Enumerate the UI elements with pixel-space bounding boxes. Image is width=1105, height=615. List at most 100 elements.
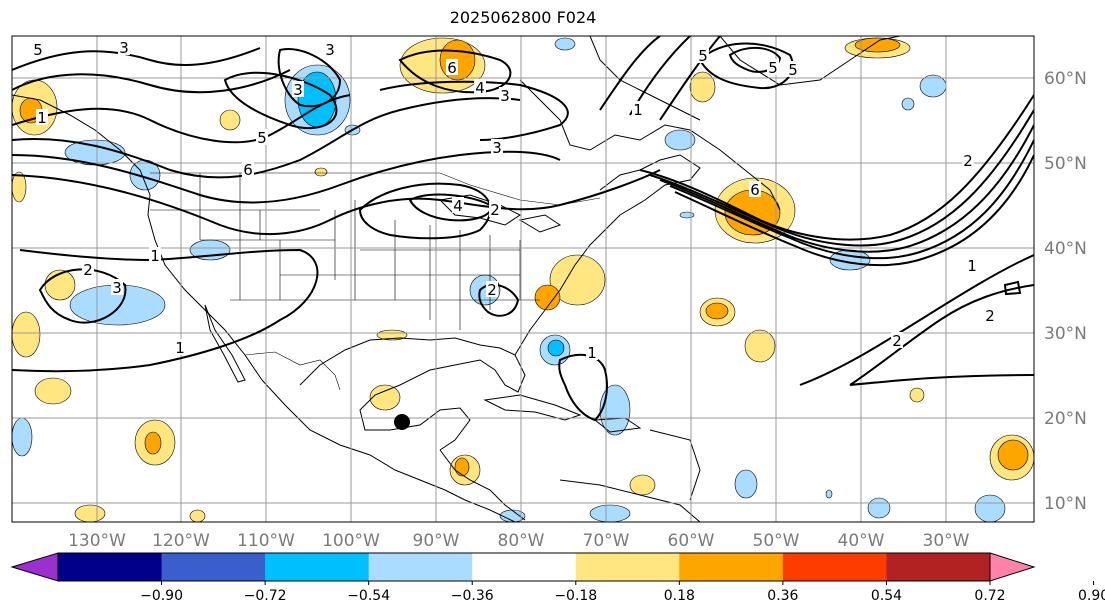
coastlines (12, 36, 901, 522)
colorbar-tick-label: −0.36 (451, 588, 494, 604)
anomaly-region (454, 457, 470, 477)
anomaly-region (74, 504, 106, 522)
contour-label-bg (962, 152, 974, 168)
longitude-label: 40°W (838, 531, 885, 551)
colorbar-segment (161, 553, 266, 581)
contour-label: 6 (243, 161, 253, 179)
contour-label: 3 (500, 87, 510, 105)
longitude-label: 60°W (668, 531, 715, 551)
anomaly-region (825, 489, 833, 499)
contour-label: 4 (475, 79, 485, 97)
longitude-label: 110°W (237, 531, 295, 551)
contour-label-bg (489, 201, 501, 217)
contour-label-bg (984, 307, 996, 323)
anomaly-region (34, 377, 72, 405)
contour-label-bg (149, 247, 161, 263)
contour-label-bg (499, 87, 511, 103)
contour-label-bg (891, 332, 903, 348)
longitude-label: 90°W (413, 531, 460, 551)
contour-label: 2 (490, 201, 500, 219)
colorbar-tick-label: −0.72 (244, 588, 287, 604)
contour-label-bg (82, 261, 94, 277)
gridlines (12, 36, 1034, 522)
map-background (12, 36, 1034, 522)
anomaly-region (629, 474, 656, 496)
anomaly-region (219, 109, 241, 131)
storm-center-marker (394, 414, 410, 430)
longitude-label: 50°W (753, 531, 800, 551)
contour-label-bg (242, 161, 254, 177)
longitude-label: 130°W (68, 531, 126, 551)
colorbar-tick-label: −0.90 (140, 588, 183, 604)
contour-label-bg (586, 344, 598, 360)
longitude-label: 70°W (583, 531, 630, 551)
contour-label-bg (452, 197, 464, 213)
anomaly-region (867, 497, 891, 519)
contour-label: 1 (633, 101, 643, 119)
contour-label: 3 (119, 39, 129, 57)
contour-label: 5 (33, 41, 43, 59)
latitude-label: 20°N (1044, 409, 1087, 429)
contour-label-bg (292, 81, 304, 97)
contour-label-bg (632, 101, 644, 117)
colorbar-tick-label: 0.36 (767, 588, 798, 604)
contour-label-bg (966, 257, 978, 273)
colorbar-segment (368, 553, 473, 581)
anomaly-region (12, 311, 41, 358)
anomaly-region (974, 494, 1006, 522)
contour-label: 4 (453, 197, 463, 215)
contour-label-bg (767, 59, 779, 75)
colorbar-extend-low (10, 552, 59, 582)
colorbar-segment (58, 553, 163, 581)
anomaly-region (369, 384, 401, 411)
anomaly-region (554, 37, 576, 51)
contour-label: 5 (257, 129, 267, 147)
figure-title: 2025062800 F024 (449, 8, 597, 27)
contour-label: 2 (963, 152, 973, 170)
colorbar-segment (679, 553, 784, 581)
latitude-label: 40°N (1044, 239, 1087, 259)
contour-label-bg (324, 41, 336, 57)
colorbar (10, 552, 1036, 582)
anomaly-region (12, 417, 33, 457)
colorbar-tick-labels: −0.90 −0.72 −0.54 −0.36 −0.18 0.18 0.36 0.54 0.7… (140, 581, 1105, 604)
contour-label-bg (749, 181, 761, 197)
anomaly-region (854, 37, 901, 53)
longitude-label: 30°W (923, 531, 970, 551)
colorbar-tick-label: 0.54 (871, 588, 902, 604)
colorbar-tick-label: 0.72 (974, 588, 1005, 604)
contour-label: 2 (985, 307, 995, 325)
contour-label: 2 (892, 332, 902, 350)
anomaly-region (901, 97, 915, 111)
contour-label: 2 (487, 281, 497, 299)
anomaly-region (534, 284, 561, 311)
contour-label: 6 (447, 59, 457, 77)
colorbar-segment (782, 553, 887, 581)
colorbar-tick-label: 0.18 (664, 588, 695, 604)
anomaly-region (589, 504, 631, 522)
contour-label: 3 (112, 279, 122, 297)
anomaly-region (547, 339, 565, 357)
contour-label: 3 (325, 41, 335, 59)
contour-label: 5 (698, 47, 708, 65)
anomaly-region (679, 211, 695, 219)
contour-label: 1 (175, 339, 185, 357)
anomaly-region (599, 384, 631, 436)
contour-label-bg (111, 279, 123, 295)
contour-label: 1 (587, 344, 597, 362)
contour-label: 6 (750, 181, 760, 199)
contour-label: 5 (768, 59, 778, 77)
anomaly-region (499, 509, 526, 522)
contour-label-bg (787, 61, 799, 77)
colorbar-tick-label: 0.90 (1078, 588, 1105, 604)
contour-label: 2 (83, 261, 93, 279)
latitude-labels: 60°N 50°N 40°N 30°N 20°N 10°N (1044, 69, 1087, 514)
contour-label-bg (486, 281, 498, 297)
map-frame (11, 35, 1035, 523)
latitude-label: 60°N (1044, 69, 1087, 89)
colorbar-tick-label: −0.54 (347, 588, 390, 604)
anomaly-region (997, 439, 1029, 471)
colorbar-segment (472, 553, 577, 581)
